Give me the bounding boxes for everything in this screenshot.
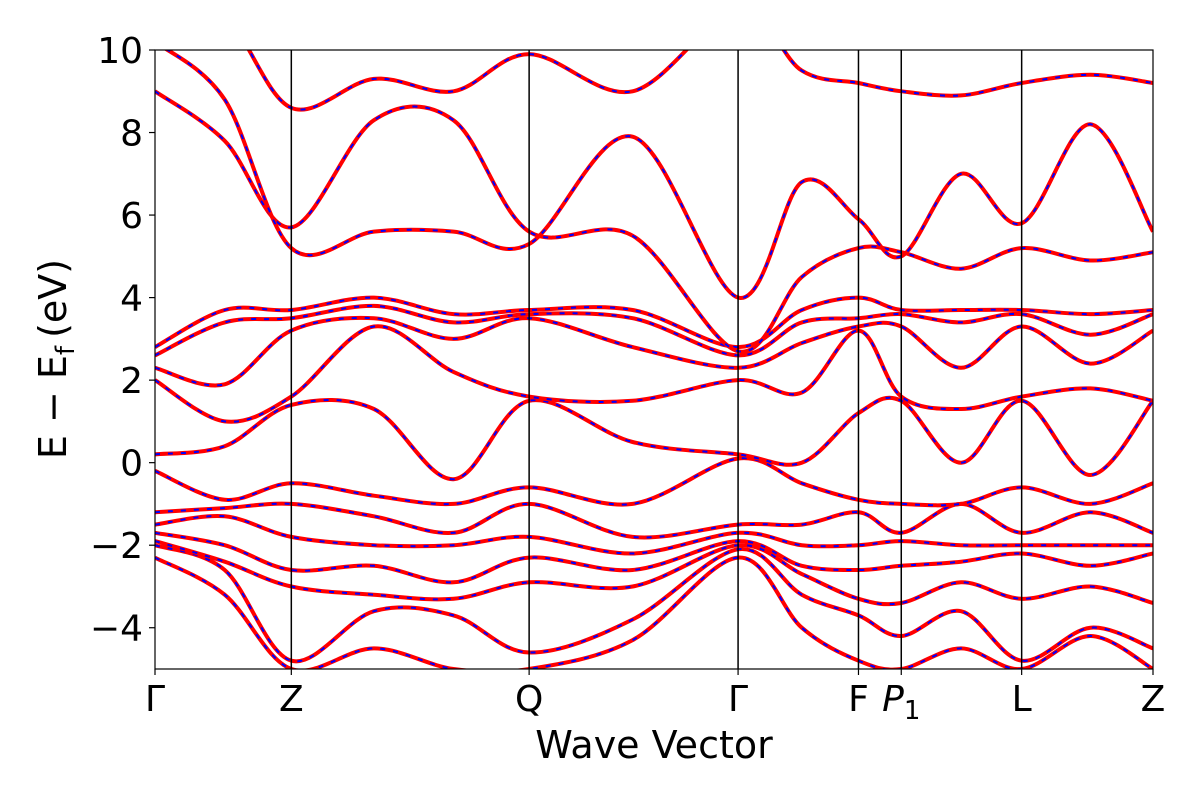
plot-background xyxy=(155,50,1153,669)
y-axis-ticks: −4 −2 0 2 4 6 8 10 xyxy=(90,31,155,650)
band-line-wannier-10 xyxy=(155,316,1153,387)
x-tick-label-2: Z xyxy=(279,679,304,720)
band-line-wannier-13 xyxy=(155,90,1153,353)
x-tick-label-5: F xyxy=(848,679,869,720)
band-line-wannier-1 xyxy=(155,556,1153,669)
band-line-wannier-14 xyxy=(165,50,1153,299)
x-tick-label-3: Q xyxy=(515,679,543,720)
band-line-wannier-15 xyxy=(247,50,1153,111)
x-axis-label: Wave Vector xyxy=(535,723,773,767)
band-line-wannier-5 xyxy=(155,514,1153,555)
band-line-dft-7 xyxy=(155,456,1153,508)
y-tick-label: −4 xyxy=(90,609,143,650)
y-tick-label: 8 xyxy=(120,114,143,155)
x-tick-label-7: L xyxy=(1012,679,1032,720)
y-tick-label: 2 xyxy=(120,361,143,402)
x-tick-label-8: Z xyxy=(1141,679,1166,720)
x-tick-label-6: P1 xyxy=(882,679,920,726)
band-line-wannier-9 xyxy=(155,325,1153,423)
y-tick-label: 6 xyxy=(120,196,143,237)
band-line-wannier-8 xyxy=(155,396,1153,481)
y-axis-label-main: E − E xyxy=(31,355,75,459)
y-tick-label: 4 xyxy=(120,279,143,320)
band-line-wannier-12 xyxy=(155,296,1153,349)
x-tick-label-4: Γ xyxy=(728,679,748,720)
band-line-wannier-3 xyxy=(155,540,1153,606)
bands-layer xyxy=(155,50,1153,669)
band-line-dft-2 xyxy=(155,543,1153,664)
y-tick-label: −2 xyxy=(90,526,143,567)
high-symmetry-lines xyxy=(290,50,1023,669)
plot-frame xyxy=(154,49,1154,670)
band-line-wannier-11 xyxy=(155,304,1153,357)
y-axis-label: E − Ef (eV) xyxy=(31,259,81,459)
band-line-dft-6 xyxy=(155,501,1153,540)
y-axis-label-subscript: f xyxy=(51,345,81,355)
y-axis-label-unit: (eV) xyxy=(31,259,75,338)
y-tick-label: 0 xyxy=(120,444,143,485)
x-tick-label-1: Γ xyxy=(145,679,165,720)
y-tick-label: 10 xyxy=(97,31,143,72)
band-line-wannier-4 xyxy=(155,531,1153,584)
x-axis-ticks: Γ Z Q Γ F P1 L Z xyxy=(145,669,1165,726)
